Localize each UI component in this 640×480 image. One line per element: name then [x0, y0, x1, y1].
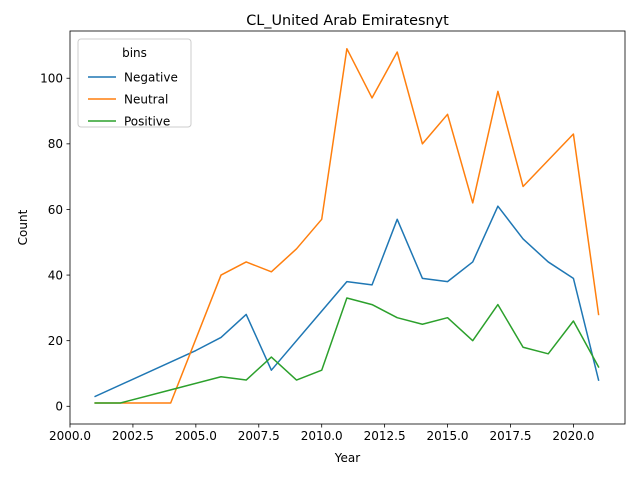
x-tick-label: 2010.0	[301, 429, 343, 443]
x-tick-label: 2017.5	[489, 429, 531, 443]
legend: bins Negative Neutral Positive	[77, 38, 192, 128]
x-tick-label: 2005.0	[175, 429, 217, 443]
chart-title: CL_United Arab Emiratesnyt	[246, 13, 449, 29]
y-axis-label: Count	[16, 209, 30, 245]
legend-title: bins	[122, 46, 147, 60]
x-axis-label: Year	[334, 451, 360, 465]
x-tick-label: 2015.0	[427, 429, 469, 443]
y-tick-label: 40	[48, 268, 63, 282]
series-line-neutral	[94, 47, 600, 404]
y-tick-label: 20	[48, 334, 63, 348]
y-tick-label: 80	[48, 137, 63, 151]
legend-box	[77, 38, 192, 128]
y-tick-label: 0	[55, 400, 63, 414]
legend-label-positive: Positive	[124, 114, 170, 128]
series-line-positive	[94, 297, 600, 404]
y-axis-ticks: 0 20 40 60 80 100	[40, 72, 70, 414]
x-tick-label: 2002.5	[112, 429, 154, 443]
x-tick-label: 2020.0	[552, 429, 594, 443]
x-tick-label: 2012.5	[364, 429, 406, 443]
series-line-negative	[94, 205, 600, 398]
x-tick-label: 2000.0	[49, 429, 91, 443]
series-layer	[94, 47, 600, 404]
x-axis-ticks: 2000.0 2002.5 2005.0 2007.5 2010.0 2012.5 2015…	[49, 424, 594, 443]
y-tick-label: 100	[40, 72, 63, 86]
legend-label-negative: Negative	[124, 70, 178, 84]
legend-label-neutral: Neutral	[124, 92, 168, 106]
y-tick-label: 60	[48, 203, 63, 217]
x-tick-label: 2007.5	[238, 429, 280, 443]
legend-entries: Negative Neutral Positive	[88, 70, 178, 128]
plot-frame	[69, 30, 626, 425]
